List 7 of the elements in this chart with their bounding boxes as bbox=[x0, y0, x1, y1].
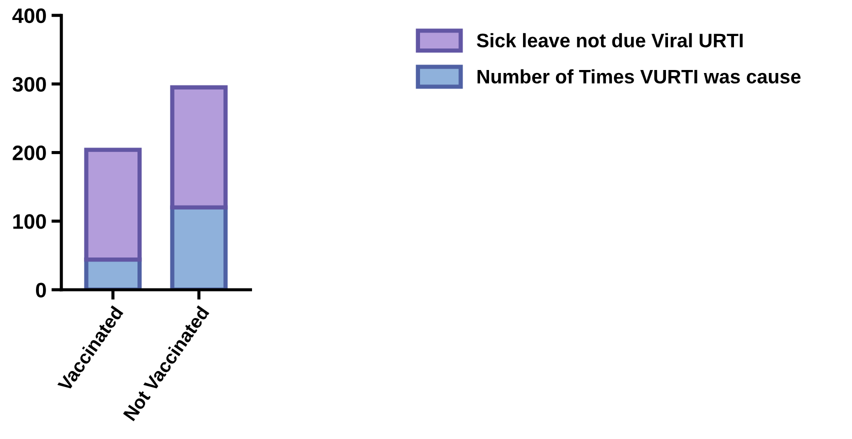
y-tick-label: 200 bbox=[12, 146, 46, 160]
y-tick-label: 0 bbox=[36, 282, 46, 298]
legend-label: Number of Times VURTI was cause bbox=[478, 69, 801, 84]
legend-label: Sick leave not due Viral URTI bbox=[476, 33, 743, 48]
y-tick-label: 100 bbox=[13, 214, 46, 229]
y-tick-label: 300 bbox=[12, 76, 46, 92]
y-tick-label: 400 bbox=[12, 8, 46, 24]
